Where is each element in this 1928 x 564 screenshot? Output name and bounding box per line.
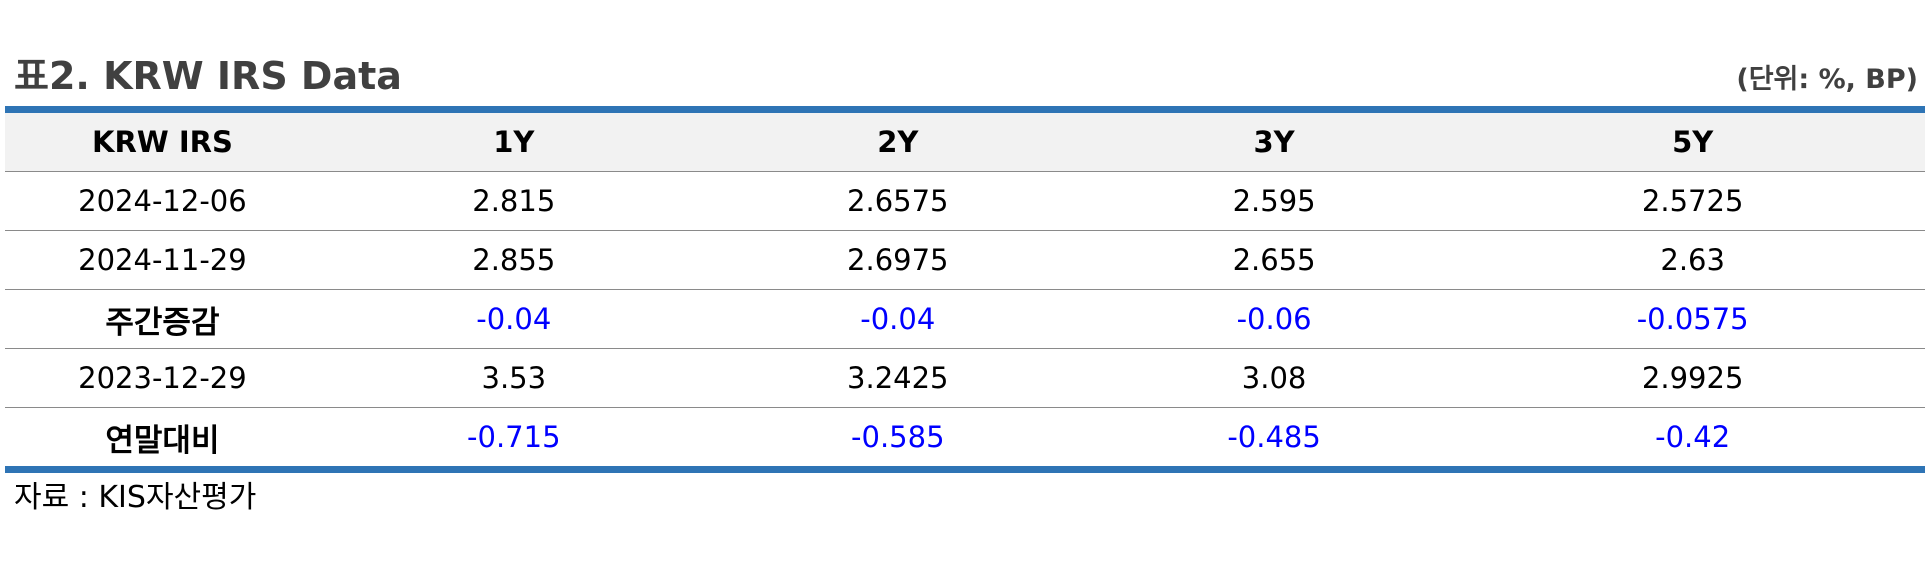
unit-label: (단위: %, BP) [1736,64,1918,95]
table-cell: -0.06 [1087,289,1461,349]
row-label: 주간증감 [5,289,320,349]
table-row-year-end-change: 연말대비 -0.715 -0.585 -0.485 -0.42 [5,408,1925,470]
table-cell: -0.04 [707,289,1088,349]
table-row: 2024-12-06 2.815 2.6575 2.595 2.5725 [5,171,1925,231]
column-header-1y: 1Y [319,109,708,172]
title-row: 표2. KRW IRS Data (단위: %, BP) [14,52,1918,104]
table-cell: 2.9925 [1460,348,1925,408]
table-cell: 3.53 [319,348,708,408]
row-label: 2024-11-29 [5,230,320,290]
table-cell: -0.715 [467,420,561,454]
table-cell: -0.485 [1227,420,1321,454]
table-cell: 2.815 [319,171,708,231]
table-title: 표2. KRW IRS Data [14,54,402,98]
table-cell: 2.63 [1460,230,1925,290]
table-row: 2024-11-29 2.855 2.6975 2.655 2.63 [5,230,1925,290]
column-header-5y: 5Y [1460,109,1925,172]
table-cell: 2.6575 [707,171,1088,231]
table-header-row: KRW IRS 1Y 2Y 3Y 5Y [5,109,1925,172]
row-label: 2023-12-29 [5,348,320,408]
table-cell: 2.6975 [707,230,1088,290]
row-label: 연말대비 [105,422,220,459]
row-label: 2024-12-06 [5,171,320,231]
table-cell: 2.855 [319,230,708,290]
table-cell: -0.42 [1655,420,1731,454]
table-cell: 3.2425 [707,348,1088,408]
column-header-3y: 3Y [1087,109,1461,172]
table-cell: 2.655 [1087,230,1461,290]
table-cell: -0.585 [851,420,945,454]
table-row-weekly-change: 주간증감 -0.04 -0.04 -0.06 -0.0575 [5,289,1925,349]
table-cell: 3.08 [1087,348,1461,408]
column-header-2y: 2Y [707,109,1088,172]
source-note: 자료 : KIS자산평가 [14,480,257,515]
column-header-label: KRW IRS [5,109,320,172]
table-cell: 2.595 [1087,171,1461,231]
table-row: 2023-12-29 3.53 3.2425 3.08 2.9925 [5,348,1925,408]
irs-data-table: KRW IRS 1Y 2Y 3Y 5Y 2024-12-06 2.815 2.6… [5,106,1925,473]
table-cell: 2.5725 [1460,171,1925,231]
table-cell: -0.04 [319,289,708,349]
table-cell: -0.0575 [1460,289,1925,349]
